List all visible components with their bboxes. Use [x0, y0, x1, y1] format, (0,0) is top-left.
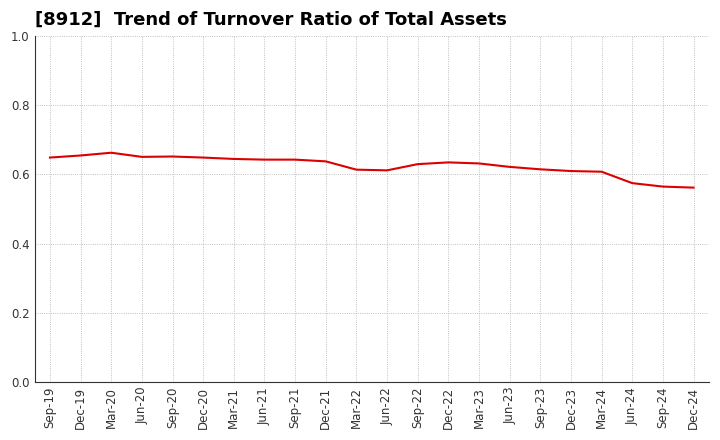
- Text: [8912]  Trend of Turnover Ratio of Total Assets: [8912] Trend of Turnover Ratio of Total …: [35, 11, 506, 29]
